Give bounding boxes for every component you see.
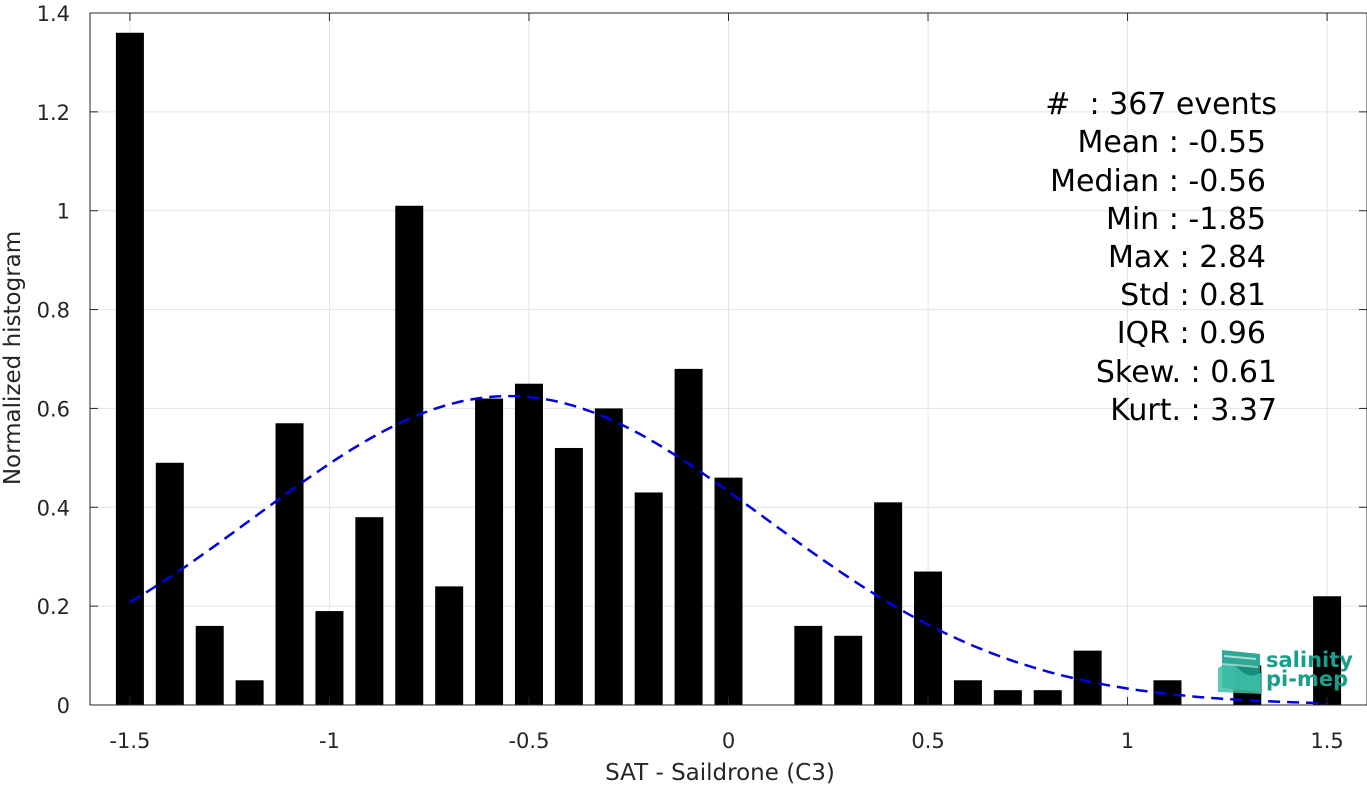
histogram-bar — [115, 32, 144, 706]
stats-iqr: IQR : 0.96 — [1117, 316, 1266, 351]
histogram-bar — [475, 398, 504, 705]
x-tick-label: -1 — [319, 729, 340, 753]
x-tick-label: 0 — [722, 729, 735, 753]
y-axis-ticks: 0 0.2 0.4 0.6 0.8 1 1.2 1.4 — [37, 2, 1367, 718]
histogram-bar — [834, 635, 863, 705]
histogram-bar — [315, 611, 344, 705]
stats-box: # : 367 events Mean : -0.55 Median : -0.… — [1045, 87, 1277, 428]
histogram-bar — [155, 462, 184, 705]
histogram-bar — [514, 383, 543, 705]
y-tick-label: 0.6 — [37, 397, 70, 421]
x-tick-label: -0.5 — [508, 729, 549, 753]
gaussian-fit-line — [129, 394, 1328, 705]
x-tick-label: 1.5 — [1310, 729, 1343, 753]
histogram-bar — [355, 517, 384, 705]
stats-skew: Skew. : 0.61 — [1096, 355, 1277, 390]
y-tick-label: 0 — [57, 694, 70, 718]
histogram-bar — [674, 368, 703, 705]
y-tick-label: 0.2 — [37, 595, 70, 619]
histogram-bar — [554, 447, 583, 705]
histogram-bar — [993, 690, 1022, 705]
histogram-bar — [914, 571, 943, 705]
histogram-bar — [235, 680, 264, 705]
stats-events: # : 367 events — [1045, 87, 1277, 122]
histogram-bar — [794, 625, 823, 705]
stats-max: Max : 2.84 — [1108, 240, 1266, 275]
x-tick-label: 1 — [1121, 729, 1134, 753]
y-tick-label: 1.4 — [37, 2, 70, 26]
histogram-bar — [714, 477, 743, 705]
y-tick-label: 1.2 — [37, 101, 70, 125]
histogram-bar — [1313, 596, 1342, 705]
stats-mean: Mean : -0.55 — [1077, 125, 1266, 160]
logo-wave-icon — [1218, 650, 1262, 694]
y-tick-label: 0.4 — [37, 496, 70, 520]
x-axis-title: SAT - Saildrone (C3) — [605, 760, 835, 785]
x-tick-label: -1.5 — [109, 729, 150, 753]
histogram-bar — [634, 492, 663, 705]
stats-std: Std : 0.81 — [1120, 278, 1266, 313]
y-axis-title: Normalized histogram — [0, 231, 26, 485]
x-tick-label: 0.5 — [911, 729, 944, 753]
histogram-bar — [953, 680, 982, 705]
histogram-bar — [594, 408, 623, 705]
x-axis-ticks: -1.5 -1 -0.5 0 0.5 1 1.5 — [109, 13, 1344, 753]
histogram-bar — [395, 205, 424, 705]
y-tick-label: 1 — [57, 200, 70, 224]
logo-text-salinity: salinity — [1266, 648, 1353, 672]
histogram-bar — [435, 586, 464, 705]
histogram-bar — [1073, 650, 1102, 705]
gaussian-fit — [129, 394, 1328, 705]
histogram-bars — [115, 32, 1342, 706]
logo-text-pimep: pi-mep — [1266, 667, 1348, 691]
histogram-bar — [1033, 690, 1062, 705]
histogram-bar — [275, 423, 304, 705]
stats-median: Median : -0.56 — [1050, 164, 1266, 199]
y-tick-label: 0.8 — [37, 299, 70, 323]
salinity-pimep-logo: salinity pi-mep — [1218, 648, 1353, 694]
histogram-bar — [195, 625, 224, 705]
stats-min: Min : -1.85 — [1106, 202, 1266, 237]
stats-kurt: Kurt. : 3.37 — [1110, 393, 1277, 428]
